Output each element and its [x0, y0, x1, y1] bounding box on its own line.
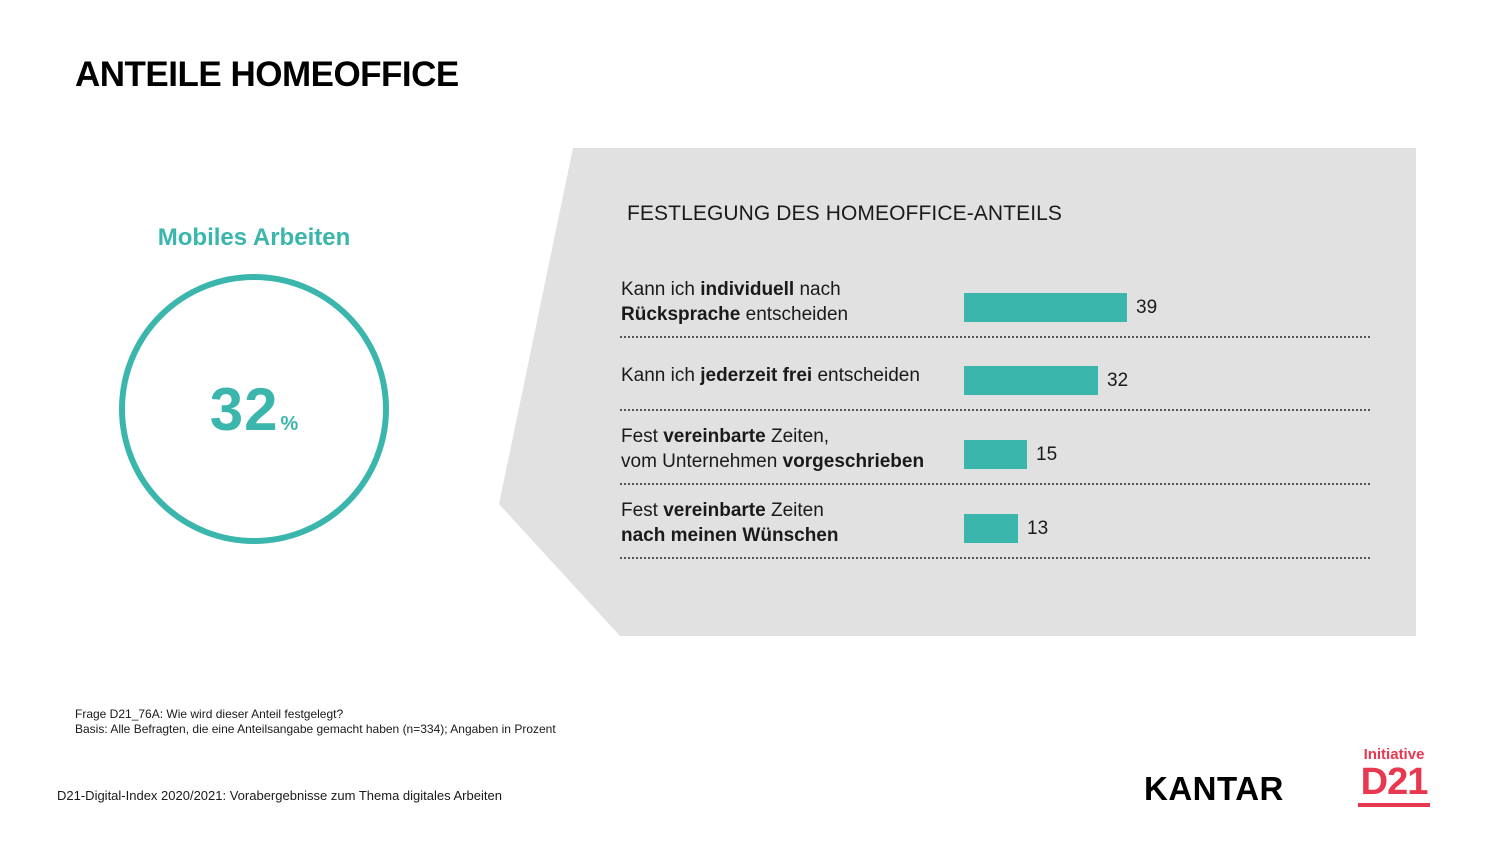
- footer-source: D21-Digital-Index 2020/2021: Vorabergebn…: [57, 788, 502, 803]
- kpi-label: Mobiles Arbeiten: [157, 224, 351, 251]
- bar-value-label: 15: [1036, 444, 1058, 465]
- kpi-value: 32%: [119, 380, 389, 440]
- d21-logo: Initiative D21: [1358, 746, 1430, 807]
- bar-value-label: 32: [1107, 370, 1129, 391]
- kpi-unit: %: [280, 413, 299, 435]
- bar: [964, 514, 1018, 543]
- d21-logo-main: D21: [1360, 761, 1429, 803]
- footnote: Frage D21_76A: Wie wird dieser Anteil fe…: [75, 707, 556, 737]
- d21-logo-top: Initiative: [1363, 746, 1425, 763]
- kpi-ring: [119, 274, 389, 544]
- chart-title: FESTLEGUNG DES HOMEOFFICE-ANTEILS: [627, 202, 1063, 225]
- page-title: ANTEILE HOMEOFFICE: [75, 55, 459, 94]
- chart-row: Kann ich individuell nach Rücksprache ent…: [620, 264, 1370, 338]
- kantar-logo: KANTAR: [1144, 770, 1284, 807]
- chart-row: Fest vereinbarte Zeiten, vom Unternehmen …: [620, 411, 1370, 485]
- category-label: Kann ich individuell nach Rücksprache ent…: [621, 279, 849, 325]
- chart-row: Fest vereinbarte Zeiten nach meinen Wünsc…: [620, 485, 1370, 559]
- footnote-question: Frage D21_76A: Wie wird dieser Anteil fe…: [75, 707, 344, 721]
- category-label: Fest vereinbarte Zeiten nach meinen Wünsc…: [621, 500, 839, 546]
- bar: [964, 366, 1098, 395]
- bar-value-label: 13: [1027, 518, 1049, 539]
- footnote-basis: Basis: Alle Befragten, die eine Anteilsa…: [75, 722, 556, 736]
- bar-value-label: 39: [1136, 297, 1158, 318]
- bar: [964, 440, 1027, 469]
- category-label: Fest vereinbarte Zeiten, vom Unternehmen …: [621, 426, 925, 472]
- category-label: Kann ich jederzeit frei entscheiden: [621, 365, 920, 386]
- d21-logo-underline: [1358, 803, 1430, 807]
- bar: [964, 293, 1127, 322]
- kpi-number: 32: [209, 376, 279, 443]
- chart-row: Kann ich jederzeit frei entscheiden 32: [620, 337, 1370, 411]
